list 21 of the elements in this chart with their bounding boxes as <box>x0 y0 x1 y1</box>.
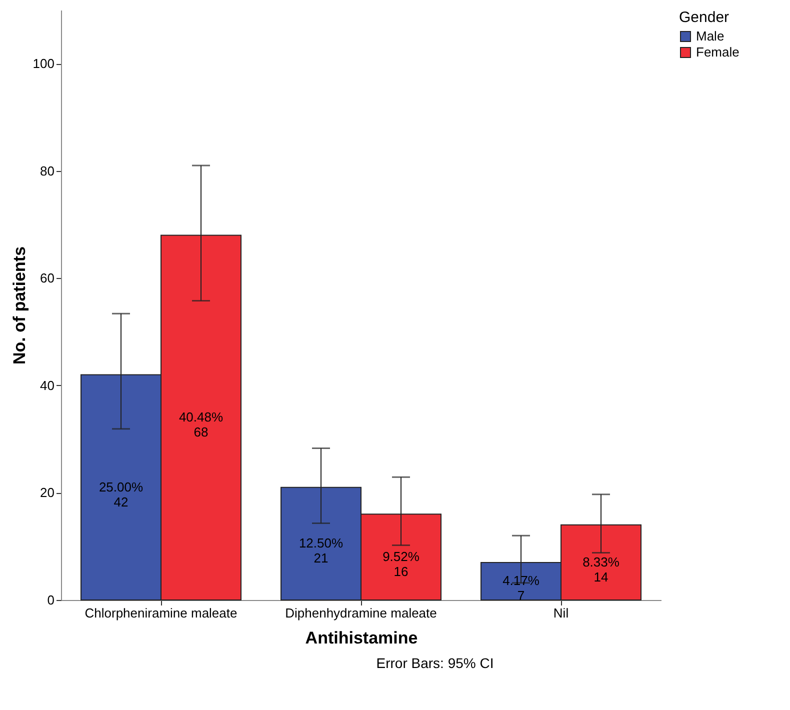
legend-label: Male <box>696 28 724 44</box>
x-tick-label: Diphenhydramine maleate <box>285 606 437 620</box>
y-tick-label: 60 <box>40 270 54 286</box>
y-tick-label: 20 <box>40 485 54 500</box>
y-tick-label: 0 <box>47 592 54 608</box>
data-label: 4.17% 7 <box>502 573 540 604</box>
data-label: 40.48% 68 <box>178 410 224 440</box>
data-label: 25.00% 42 <box>98 479 144 510</box>
legend-title: Gender <box>679 9 730 26</box>
y-tick-label: 100 <box>32 56 54 72</box>
text: Error Bars: 95% CI <box>375 655 495 671</box>
data-label: 12.50% 21 <box>298 536 344 566</box>
legend-label: Female <box>696 44 740 60</box>
y-axis-title: No. of patients <box>10 246 29 365</box>
y-tick-label: 40 <box>40 378 54 393</box>
x-tick-label: Nil <box>553 606 569 620</box>
x-tick-label: Chlorpheniramine maleate <box>84 606 238 620</box>
x-axis-title: Antihistamine <box>305 628 418 648</box>
data-label: 9.52% 16 <box>382 549 420 580</box>
y-tick-label: 80 <box>40 163 54 178</box>
data-label: 8.33% 14 <box>582 554 620 584</box>
